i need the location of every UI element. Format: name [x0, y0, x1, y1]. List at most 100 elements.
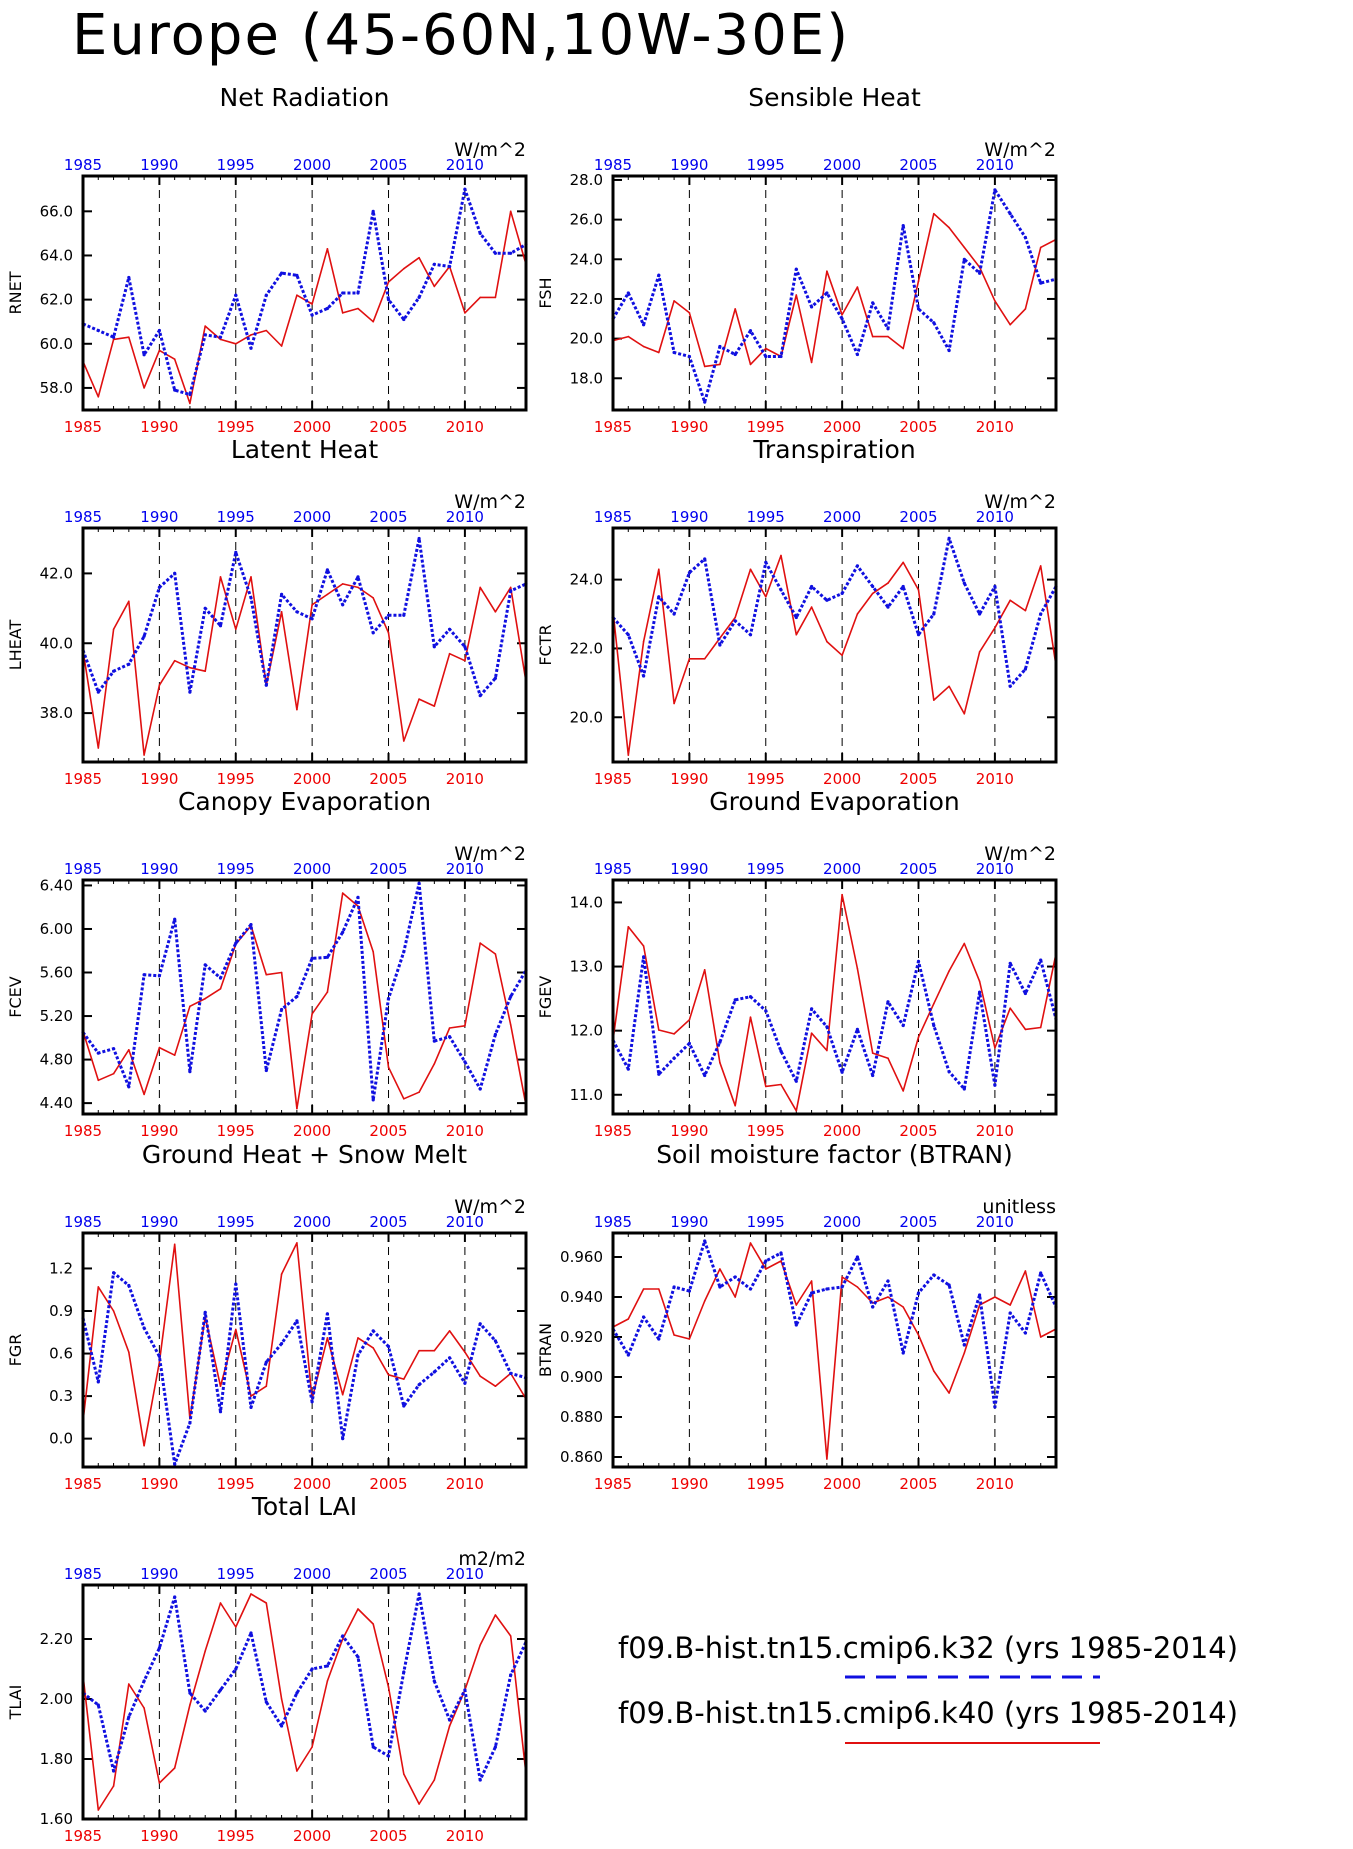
point-k40: [433, 1063, 436, 1065]
units-label: W/m^2: [454, 1196, 526, 1218]
x-tick-label-top: 2005: [369, 1565, 407, 1583]
series-line-k32: [611, 188, 1057, 404]
point-k32: [672, 1056, 676, 1060]
y-tick-label: 0.900: [560, 1368, 603, 1386]
series-line-k32: [82, 187, 527, 396]
x-tick-label-bottom: 1990: [140, 770, 178, 788]
point-k40: [749, 1016, 752, 1018]
point-k40: [280, 345, 283, 347]
y-tick-label: 58.0: [40, 379, 73, 397]
point-k32: [280, 1007, 284, 1012]
point-k40: [265, 1602, 268, 1604]
y-axis-label: FCTR: [536, 624, 555, 665]
point-k32: [962, 1087, 966, 1091]
point-k32: [672, 350, 676, 355]
panel-rnet: Net Radiation W/m^2 1985 1985 1990 1990 1995 19…: [6, 83, 528, 436]
point-k32: [626, 1353, 630, 1357]
y-axis-label: RNET: [6, 271, 25, 314]
point-k32: [280, 1342, 284, 1346]
x-tick-label-top: 2005: [899, 860, 937, 878]
point-k32: [203, 1310, 207, 1314]
point-k32: [978, 1293, 982, 1297]
point-k40: [1009, 323, 1011, 326]
point-k40: [642, 1288, 645, 1290]
point-k32: [478, 1087, 482, 1091]
point-k32: [417, 1592, 421, 1596]
x-tick-label-top: 2000: [823, 860, 861, 878]
point-k40: [902, 347, 904, 350]
point-k40: [871, 592, 874, 595]
y-tick-label: 1.60: [40, 1810, 73, 1828]
x-tick-label-top: 1995: [747, 156, 785, 174]
plot-frame: [611, 878, 1058, 1116]
panel-btran: Soil moisture factor (BTRAN) unitless 1985…: [536, 1140, 1058, 1493]
point-k32: [810, 1007, 814, 1011]
x-tick-label-bottom: 1995: [747, 1475, 785, 1493]
series-line-k40: [82, 1242, 527, 1447]
point-k32: [764, 1259, 768, 1263]
point-k40: [97, 747, 100, 749]
point-k32: [840, 1070, 844, 1074]
x-tick-label-top: 2005: [369, 508, 407, 526]
series-line-k40: [82, 210, 527, 405]
x-tick-label-top: 2000: [293, 860, 331, 878]
point-k40: [418, 698, 420, 700]
units-label: W/m^2: [984, 843, 1056, 865]
point-k40: [418, 1803, 420, 1805]
point-k32: [463, 1060, 467, 1064]
point-k40: [311, 1746, 313, 1748]
point-k40: [357, 1608, 359, 1610]
point-k32: [341, 603, 345, 607]
point-k40: [765, 347, 767, 350]
point-k40: [403, 1098, 405, 1100]
point-k32: [509, 1371, 513, 1375]
point-k40: [448, 1725, 451, 1727]
point-k40: [963, 942, 966, 945]
units-label: W/m^2: [984, 491, 1056, 513]
point-k32: [325, 568, 329, 572]
y-axis-label: FGR: [6, 1334, 25, 1367]
x-tick-label-top: 2010: [446, 156, 484, 174]
point-k40: [494, 1385, 497, 1387]
y-tick-label: 12.0: [570, 1022, 603, 1040]
x-tick-label-bottom: 2005: [369, 1827, 407, 1845]
point-k40: [311, 303, 313, 305]
point-k32: [764, 1009, 768, 1013]
point-k32: [748, 329, 753, 333]
point-k32: [493, 251, 497, 255]
point-k32: [687, 571, 692, 575]
panel-lheat: Latent Heat W/m^2 1985 1985 1990 1990 1995 1995…: [6, 435, 528, 788]
x-tick-label-bottom: 2005: [369, 418, 407, 436]
point-k40: [235, 628, 237, 631]
point-k32: [886, 1000, 890, 1004]
x-tick-label-top: 1995: [217, 1565, 255, 1583]
point-k40: [642, 345, 645, 348]
point-k40: [372, 320, 375, 323]
point-k32: [718, 1040, 722, 1044]
point-k40: [673, 300, 675, 302]
point-k32: [932, 1023, 936, 1028]
units-label: m2/m2: [458, 1548, 526, 1570]
point-k40: [143, 1093, 145, 1096]
point-k32: [733, 1275, 737, 1279]
point-k40: [948, 226, 950, 229]
plot-frame: [611, 526, 1058, 764]
point-k32: [642, 955, 646, 959]
point-k40: [810, 1032, 813, 1034]
y-tick-label: 6.40: [40, 876, 73, 894]
x-tick-label-top: 2000: [293, 1565, 331, 1583]
point-k32: [371, 1745, 375, 1749]
point-k32: [417, 295, 421, 299]
point-k40: [642, 640, 645, 643]
point-k40: [97, 1286, 100, 1288]
point-k32: [993, 1083, 997, 1087]
point-k40: [642, 945, 645, 947]
y-tick-label: 0.0: [49, 1430, 73, 1448]
point-k32: [280, 271, 284, 275]
point-k32: [978, 271, 982, 275]
point-k32: [142, 634, 146, 638]
point-k32: [112, 1271, 116, 1275]
point-k40: [494, 953, 497, 955]
point-k32: [325, 1664, 329, 1668]
